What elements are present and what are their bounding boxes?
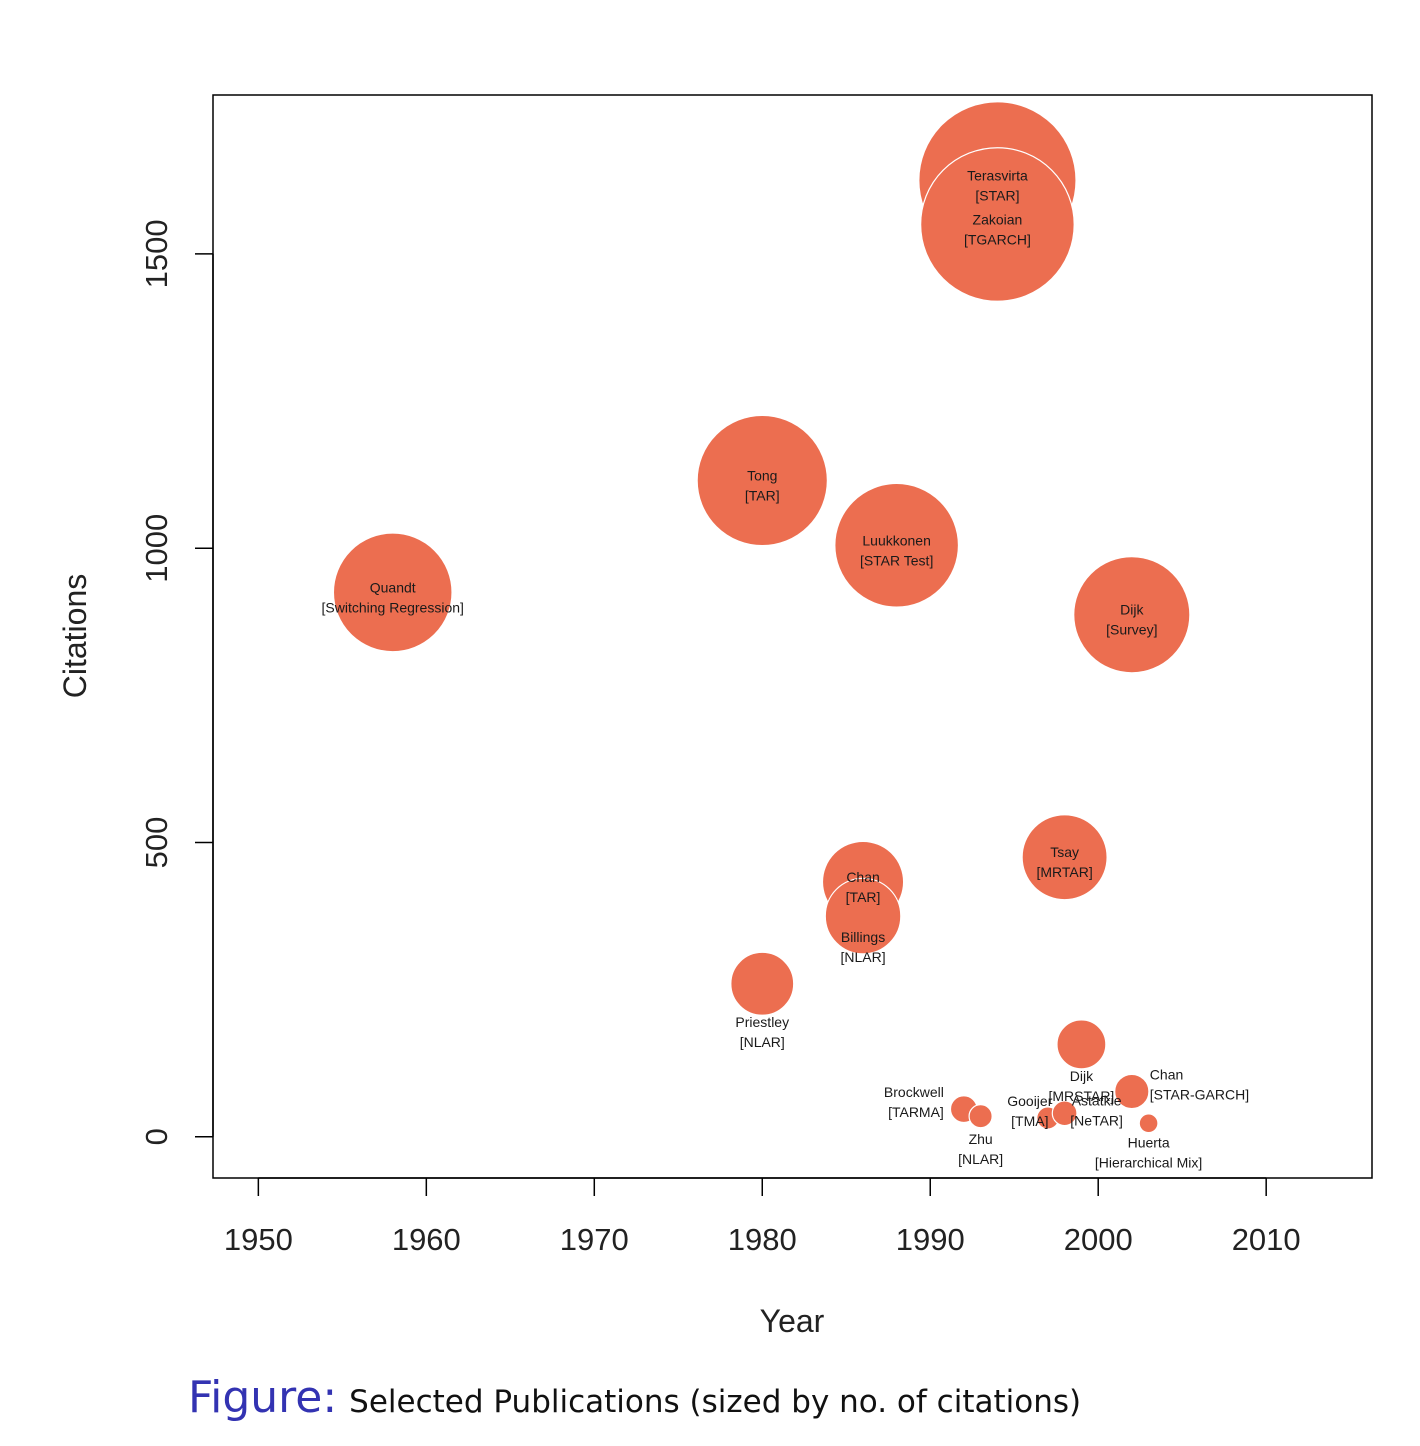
bubble-model-label: [STAR-GARCH]: [1150, 1086, 1249, 1102]
bubble-author-label: Terasvirta: [967, 167, 1028, 183]
bubble: [696, 414, 828, 547]
bubble-model-label: [TARMA]: [888, 1104, 944, 1120]
bubble: [1021, 814, 1108, 901]
bubble-author-label: Billings: [841, 929, 885, 945]
x-tick-label: 1950: [224, 1222, 293, 1257]
x-axis: 1950 1960 1970 1980 1990 2000 2010: [224, 1177, 1301, 1257]
bubble-model-label: [Hierarchical Mix]: [1095, 1154, 1202, 1170]
bubble-author-label: Tong: [747, 468, 777, 484]
bubble-model-label: [Switching Regression]: [322, 599, 464, 615]
bubble-author-label: Quandt: [370, 579, 416, 595]
x-tick-label: 1970: [560, 1222, 629, 1257]
x-tick-label: 2000: [1064, 1222, 1133, 1257]
bubble-author-label: Huerta: [1128, 1134, 1170, 1150]
x-tick-label: 1960: [392, 1222, 461, 1257]
caption-text: Selected Publications (sized by no. of c…: [349, 1384, 1082, 1420]
figure-caption: Figure: Selected Publications (sized by n…: [188, 1372, 1081, 1423]
bubble-model-label: [TGARCH]: [964, 231, 1031, 247]
bubble-model-label: [NLAR]: [840, 949, 885, 965]
bubble-chart: Terasvirta [STAR] Zakoian [TGARCH] Tong [TAR]…: [57, 94, 1373, 1339]
bubble-model-label: [TMA]: [1011, 1113, 1048, 1129]
bubble: [730, 951, 795, 1016]
bubble-model-label: [MRSTAR]: [1048, 1088, 1114, 1104]
bubble: [1073, 556, 1191, 674]
bubble: [834, 482, 960, 608]
bubble-author-label: Luukkonen: [862, 532, 931, 548]
bubble-layer: [332, 101, 1191, 1134]
bubble: [1056, 1019, 1107, 1070]
x-tick-label: 1980: [728, 1222, 797, 1257]
bubble: [332, 532, 453, 653]
bubble: [968, 1104, 993, 1129]
bubble-author-label: Zhu: [969, 1131, 993, 1147]
bubble-author-label: Chan: [1150, 1066, 1183, 1082]
bubble-author-label: Chan: [846, 869, 879, 885]
y-axis: 0 500 1000 1500: [139, 219, 214, 1145]
bubble-author-label: Astatkie: [1072, 1092, 1122, 1108]
bubble: [1138, 1113, 1159, 1134]
caption-prefix: Figure:: [188, 1372, 338, 1423]
bubble-model-label: [TAR]: [745, 488, 780, 504]
bubble-model-label: [TAR]: [846, 889, 881, 905]
y-tick-label: 1500: [139, 219, 174, 288]
y-tick-label: 0: [139, 1128, 174, 1145]
bubble-model-label: [NLAR]: [740, 1034, 785, 1050]
x-axis-title: Year: [760, 1303, 825, 1339]
x-tick-label: 1990: [896, 1222, 965, 1257]
y-tick-label: 1000: [139, 514, 174, 583]
bubble-author-label: Tsay: [1050, 844, 1079, 860]
bubble-model-label: [Survey]: [1106, 622, 1157, 638]
bubble-author-label: Brockwell: [884, 1084, 944, 1100]
bubble: [920, 147, 1075, 302]
bubble: [1051, 1100, 1078, 1127]
bubble: [1114, 1073, 1150, 1110]
y-axis-title: Citations: [57, 574, 93, 699]
bubble-model-label: [NLAR]: [958, 1151, 1003, 1167]
bubble-author-label: Priestley: [735, 1014, 789, 1030]
y-tick-label: 500: [139, 817, 174, 869]
bubble-model-label: [STAR Test]: [860, 552, 933, 568]
x-tick-label: 2010: [1232, 1222, 1301, 1257]
bubble-model-label: [MRTAR]: [1036, 864, 1092, 880]
bubble-author-label: Dijk: [1070, 1068, 1094, 1084]
bubble-label-layer: Terasvirta [STAR] Zakoian [TGARCH] Tong [TAR]…: [322, 167, 1250, 1170]
bubble-model-label: [STAR]: [975, 187, 1019, 203]
bubble-author-label: Gooijer: [1007, 1093, 1052, 1109]
bubble-author-label: Dijk: [1120, 602, 1144, 618]
chart-svg: Terasvirta [STAR] Zakoian [TGARCH] Tong [TAR]…: [57, 94, 1373, 1339]
bubble-author-label: Zakoian: [973, 211, 1023, 227]
bubble-model-label: [NeTAR]: [1070, 1112, 1123, 1128]
bubble: [824, 877, 902, 955]
